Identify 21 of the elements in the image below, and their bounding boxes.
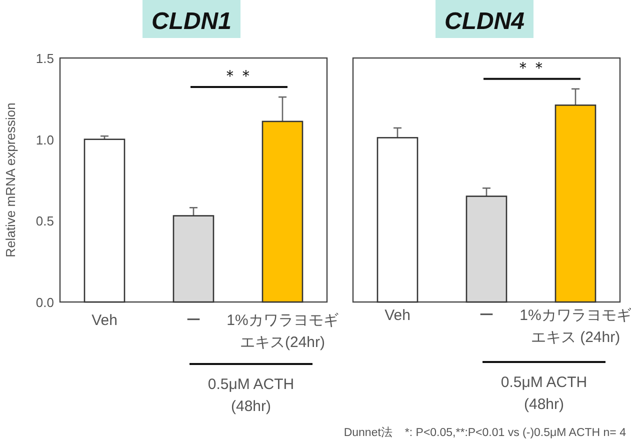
x-tick-label: 1%カワラヨモギエキス (24hr): [520, 307, 631, 346]
y-tick-label: 0.5: [36, 214, 54, 229]
annotation: ＊＊: [515, 60, 547, 77]
bar: [172, 215, 214, 303]
text: 0.5μM ACTH (48hr): [500, 374, 588, 413]
y-tick-label: 0.0: [36, 295, 54, 310]
x-tick-label: ー: [186, 312, 201, 329]
x-tick-label: 1%カワラヨモギエキス(24hr): [226, 312, 338, 351]
y-tick-label: 1.0: [36, 132, 54, 148]
bar: [84, 138, 126, 303]
text: 0.5μM ACTH (48hr): [208, 376, 294, 415]
x-tick-label: Veh: [92, 312, 118, 329]
chart-title: CLDN1: [151, 8, 232, 35]
chart-title: CLDN4: [444, 8, 525, 35]
x-tick-label: ー: [479, 307, 494, 324]
text: Dunnet法 *: P<0.05,**:P<0.01 vs (-)0.5μM ACTH n= 4: [344, 426, 627, 439]
y-tick-label: 1.5: [36, 51, 54, 66]
annotation: ＊＊: [222, 68, 254, 86]
x-tick-label: Veh: [384, 307, 410, 324]
bar: [262, 120, 304, 303]
y-axis-title: Relative mRNA expression: [3, 102, 18, 258]
